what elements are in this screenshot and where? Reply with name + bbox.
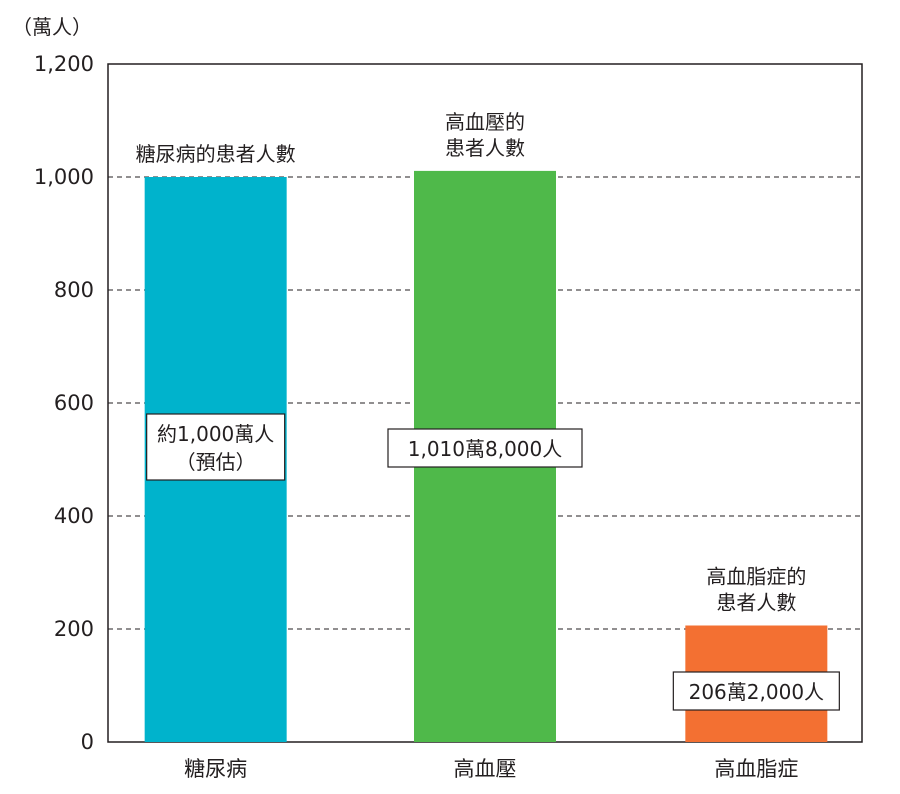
bar-top-label: 高血脂症的 xyxy=(706,564,806,588)
bar-top-label: 患者人數 xyxy=(445,136,525,160)
bars xyxy=(144,170,828,742)
value-label-box xyxy=(146,413,286,481)
value-label-box xyxy=(672,671,840,711)
y-axis-unit-label: （萬人） xyxy=(12,15,92,39)
bar-value-label: 1,010萬8,000人 xyxy=(387,428,583,468)
bar-value-label: 約1,000萬人 （預估） xyxy=(146,413,286,481)
y-tick-label: 200 xyxy=(54,617,94,641)
x-axis-categories: 糖尿病 高血壓 高血脂症 xyxy=(184,757,798,781)
y-tick-label: 800 xyxy=(54,278,94,302)
bar-value-label: 206萬2,000人 xyxy=(672,671,840,711)
x-category-label: 高血脂症 xyxy=(714,757,798,781)
y-tick-label: 1,200 xyxy=(34,52,94,76)
y-tick-label: 600 xyxy=(54,391,94,415)
value-label-text: （預估） xyxy=(176,450,256,474)
value-label-text: 約1,000萬人 xyxy=(157,422,274,446)
y-axis-ticks: 0 200 400 600 800 1,000 1,200 xyxy=(34,52,94,754)
y-tick-label: 1,000 xyxy=(34,165,94,189)
value-label-box xyxy=(387,428,583,468)
x-category-label: 高血壓 xyxy=(454,757,517,781)
y-tick-label: 400 xyxy=(54,504,94,528)
value-label-text: 206萬2,000人 xyxy=(689,680,824,704)
bar-top-label: 高血壓的 xyxy=(445,110,525,134)
bar-top-label: 患者人數 xyxy=(716,590,796,614)
value-label-text: 1,010萬8,000人 xyxy=(408,437,563,461)
bar-value-labels: 約1,000萬人 （預估） 1,010萬8,000人 206萬2,000人 xyxy=(146,413,840,711)
bar-top-label: 糖尿病的患者人數 xyxy=(136,142,296,166)
x-category-label: 糖尿病 xyxy=(184,757,247,781)
y-tick-label: 0 xyxy=(81,730,94,754)
